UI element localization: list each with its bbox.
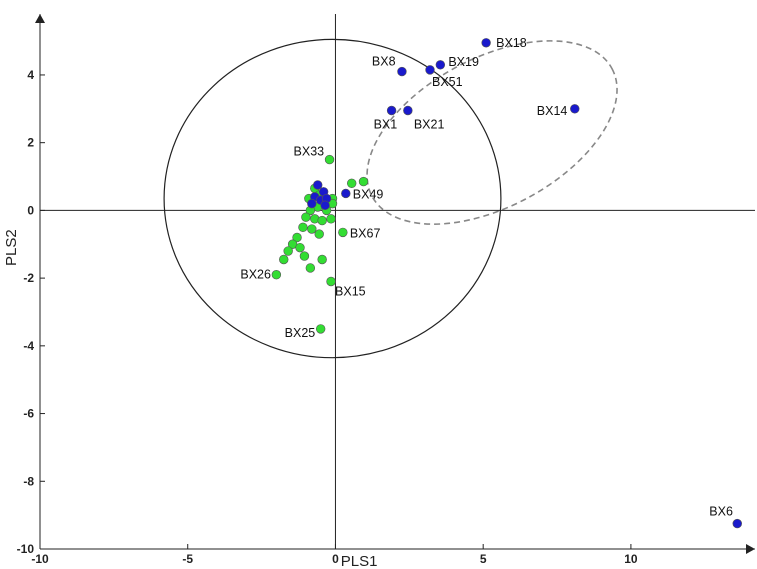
scatter-point [301, 212, 311, 222]
point-label-bx6: BX6 [709, 505, 733, 519]
x-tick-label: 10 [624, 552, 638, 566]
scatter-point [313, 180, 323, 190]
scatter-point [283, 246, 293, 256]
y-tick-label: 0 [27, 203, 34, 217]
scatter-point [298, 222, 308, 233]
scatter-point [314, 229, 324, 239]
y-axis-title: PLS2 [3, 229, 20, 266]
point-label-bx14: BX14 [537, 104, 568, 118]
y-tick-label: -10 [17, 542, 35, 556]
axes-layer: -10 -5 0 5 10 -10 -8 -6 -4 -2 0 2 4 [17, 14, 755, 566]
scatter-point [386, 105, 397, 116]
ellipse-layer [163, 38, 618, 359]
y-tick-label: 4 [27, 68, 34, 82]
scatter-point [295, 242, 305, 253]
point-label-bx67: BX67 [350, 226, 381, 240]
x-axis-title: PLS1 [341, 553, 378, 569]
point-label-bx19: BX19 [448, 55, 479, 69]
x-tick-label: 5 [480, 552, 487, 566]
point-label-bx15: BX15 [335, 285, 366, 299]
x-tick-label: -5 [182, 552, 193, 566]
y-tick-label: -8 [23, 474, 34, 488]
y-tick-label: 2 [27, 136, 34, 150]
point-label-bx51: BX51 [432, 75, 463, 89]
point-label-bx26: BX26 [240, 268, 271, 282]
y-tick-label: -2 [23, 271, 34, 285]
scatter-point [320, 200, 330, 211]
x-axis-arrow [746, 544, 755, 554]
scatter-point [347, 178, 357, 189]
point-label-bx1: BX1 [374, 118, 398, 132]
scatter-point [307, 198, 317, 209]
scatter-point [570, 104, 580, 114]
scatter-point [403, 105, 413, 116]
scatter-point [435, 60, 446, 70]
scatter-point [326, 276, 336, 287]
scatter-point [358, 176, 369, 187]
scatter-point [292, 232, 302, 243]
scatter-point [279, 254, 289, 265]
scatter-point [307, 224, 317, 234]
point-label-bx8: BX8 [372, 55, 396, 69]
point-label-bx49: BX49 [353, 187, 384, 201]
points-layer [271, 38, 742, 529]
cluster-dashed-ellipse [366, 40, 618, 225]
point-label-bx21: BX21 [414, 118, 445, 132]
scatter-point [397, 66, 407, 77]
scatter-point [299, 251, 310, 261]
scatter-point [315, 324, 326, 334]
x-tick-label: 0 [332, 552, 339, 566]
scatter-point [341, 188, 351, 199]
scatter-point [481, 38, 491, 48]
point-label-bx25: BX25 [285, 326, 316, 340]
scatter-point [425, 65, 435, 75]
point-labels-layer: BX33 BX67 BX15 BX26 BX25 BX18 BX19 BX51 BX8 BX1 BX… [240, 36, 733, 519]
scatter-point [305, 263, 316, 273]
y-tick-label: -6 [23, 407, 34, 421]
scatter-point [324, 154, 335, 165]
scatter-point [317, 254, 327, 265]
point-label-bx18: BX18 [496, 36, 527, 50]
scatter-point [317, 215, 327, 226]
confidence-ellipse [163, 38, 502, 359]
point-label-bx33: BX33 [294, 145, 325, 159]
scatter-point [732, 518, 742, 529]
scatter-point [326, 214, 336, 224]
x-tick-label: -10 [31, 552, 49, 566]
y-axis-arrow [35, 14, 45, 23]
y-tick-label: -4 [23, 339, 34, 353]
scatter-point [271, 270, 282, 280]
scatter-point [338, 227, 348, 238]
